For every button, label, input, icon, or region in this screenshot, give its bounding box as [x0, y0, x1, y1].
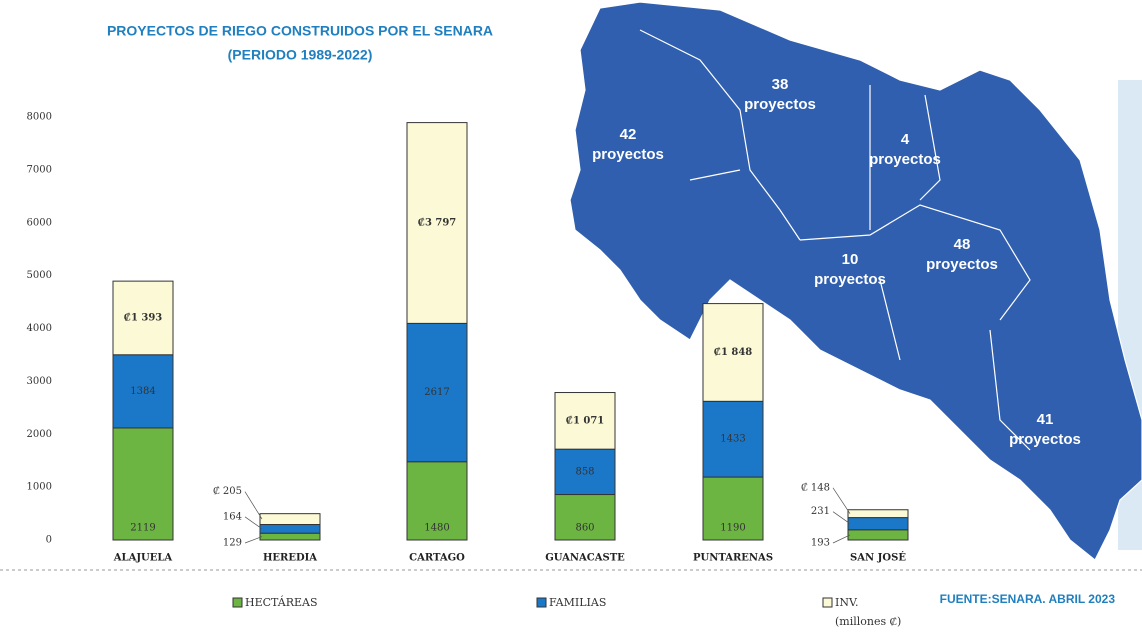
bar-segment: [702, 476, 764, 541]
bar-segment: [702, 400, 764, 478]
chart-title: PROYECTOS DE RIEGO CONSTRUIDOS POR EL SE…: [107, 23, 493, 39]
leader-line: [832, 511, 851, 524]
bar-segment: [259, 513, 321, 526]
bar-segment: [406, 461, 468, 541]
map-number: 42: [620, 126, 637, 143]
value-label: 1433: [720, 434, 745, 445]
y-tick-label: 2000: [27, 429, 52, 440]
x-tick-label: SAN JOSÉ: [850, 552, 906, 564]
map-text: proyectos: [592, 146, 664, 163]
value-label: 1384: [130, 386, 155, 397]
x-tick-label: PUNTARENAS: [693, 553, 773, 564]
value-label: 1480: [424, 523, 449, 534]
map: [569, 1, 1142, 561]
x-tick-label: HEREDIA: [263, 553, 317, 564]
legend-swatch: [232, 597, 243, 608]
map-number: 38: [772, 76, 789, 93]
map-number: 10: [842, 251, 859, 268]
map-number: 4: [901, 131, 910, 148]
bar-segment: [406, 322, 468, 463]
map-text: proyectos: [1009, 431, 1081, 448]
legend-swatch: [536, 597, 547, 608]
bar-segment: [112, 427, 174, 541]
value-label: 231: [811, 506, 830, 517]
x-tick-label: CARTAGO: [409, 553, 465, 564]
value-label: 2617: [424, 387, 449, 398]
map-text: proyectos: [926, 256, 998, 273]
source: FUENTE:SENARA. ABRIL 2023: [940, 592, 1116, 606]
bar-segment: [112, 280, 174, 356]
map-text: proyectos: [814, 271, 886, 288]
chart-subtitle: (PERIODO 1989-2022): [228, 47, 373, 63]
x-tick-label: GUANACASTE: [545, 553, 625, 564]
bar-segment: [847, 509, 909, 519]
map-number: 48: [954, 236, 971, 253]
value-label: ₡1 848: [714, 347, 753, 358]
y-tick-label: 4000: [27, 323, 52, 334]
legend-label: INV.: [835, 596, 859, 609]
bar-segment: [847, 529, 909, 541]
map-text: proyectos: [869, 151, 941, 168]
map-borders: [639, 29, 1031, 451]
bar-segment: [259, 524, 321, 534]
map-number: 41: [1037, 411, 1054, 428]
value-label: 164: [223, 511, 242, 522]
legend-note: (millones ₡): [835, 615, 901, 628]
y-tick-label: 3000: [27, 376, 52, 387]
bar-segment: [554, 392, 616, 450]
bar-segment: [112, 354, 174, 429]
bar-segment: [406, 122, 468, 324]
leader-line: [832, 487, 851, 514]
x-tick-label: ALAJUELA: [113, 553, 173, 564]
y-tick-label: 6000: [27, 217, 52, 228]
bar-segment: [847, 517, 909, 531]
value-label: 129: [223, 538, 242, 549]
map-text: proyectos: [744, 96, 816, 113]
value-label: 858: [575, 466, 594, 477]
value-label: 2119: [130, 523, 155, 534]
bar-segment: [554, 448, 616, 496]
value-label: ₡ 205: [213, 486, 242, 497]
leader-line: [832, 534, 851, 544]
leader-line: [244, 516, 263, 530]
bar-segment: [259, 532, 321, 541]
legend-swatch: [822, 597, 833, 608]
legend-label: HECTÁREAS: [245, 595, 318, 609]
y-tick-label: 1000: [27, 482, 52, 493]
value-label: ₡3 797: [418, 217, 457, 228]
value-label: 1190: [720, 523, 745, 534]
legend-label: FAMILIAS: [549, 596, 606, 609]
value-label: ₡1 393: [124, 312, 163, 323]
value-label: 193: [811, 538, 830, 549]
y-tick-label: 0: [46, 535, 52, 546]
leader-line: [244, 491, 263, 520]
value-label: ₡1 071: [566, 415, 605, 426]
value-label: ₡ 148: [801, 482, 830, 493]
y-tick-label: 5000: [27, 270, 52, 281]
leader-line: [244, 536, 263, 544]
value-label: 860: [575, 523, 594, 534]
y-tick-label: 8000: [27, 112, 52, 123]
y-tick-label: 7000: [27, 164, 52, 175]
bar-segment: [702, 303, 764, 402]
